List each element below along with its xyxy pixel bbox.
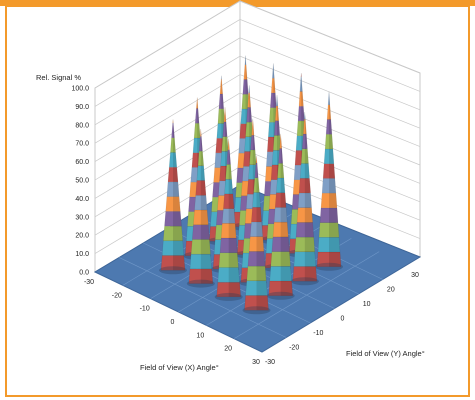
peak-shade xyxy=(200,129,213,284)
y-axis-title: Field of View (Y) Angle° xyxy=(346,349,425,358)
z-axis-title: Rel. Signal % xyxy=(36,73,81,82)
y-tick-label: -20 xyxy=(289,345,299,352)
z-tick-label: 90.0 xyxy=(75,104,89,111)
peak-band xyxy=(279,133,283,149)
peak-band xyxy=(304,111,306,120)
peak-band xyxy=(300,73,302,78)
peak-band xyxy=(172,119,174,124)
peak-band xyxy=(255,155,258,164)
x-tick-label: 20 xyxy=(224,346,232,353)
z-tick-label: 80.0 xyxy=(75,122,89,129)
gridline-z xyxy=(94,19,421,107)
peak-band xyxy=(223,107,227,123)
gridline-z xyxy=(94,55,421,144)
peak-band xyxy=(248,85,250,93)
peak-base xyxy=(159,266,187,275)
x-tick-label: -30 xyxy=(84,279,94,286)
z-tick-label: 60.0 xyxy=(75,159,89,166)
z-tick-label: 0.0 xyxy=(79,270,89,277)
y-tick-label: 30 xyxy=(411,272,419,279)
z-tick-label: 30.0 xyxy=(75,214,89,221)
x-tick-label: -10 xyxy=(140,306,150,313)
y-tick-label: -30 xyxy=(265,359,275,366)
z-tick-label: 50.0 xyxy=(75,178,89,185)
peak xyxy=(214,138,243,301)
gridline-z xyxy=(94,129,421,218)
gridline-z xyxy=(94,0,421,89)
gridline-z xyxy=(94,37,421,126)
x-tick-label: -20 xyxy=(112,292,122,299)
peak xyxy=(186,128,215,288)
z-tick-label: 20.0 xyxy=(75,233,89,240)
y-tick-label: 20 xyxy=(387,287,395,294)
peak-base xyxy=(186,279,215,288)
z-tick-label: 40.0 xyxy=(75,196,89,203)
peak-base xyxy=(214,292,243,301)
peak xyxy=(315,91,343,271)
peak-base xyxy=(315,262,343,271)
peak-band xyxy=(327,91,331,106)
peak xyxy=(242,155,271,315)
peak-base xyxy=(242,306,271,315)
z-tick-label: 70.0 xyxy=(75,141,89,148)
z-tick-label: 100.0 xyxy=(71,86,89,93)
peak-shade xyxy=(256,155,269,311)
peak-shade xyxy=(228,138,241,297)
peak-band xyxy=(220,75,222,80)
y-tick-label: -10 xyxy=(313,330,323,337)
peak-band xyxy=(244,55,247,66)
gridline-z xyxy=(94,92,421,181)
peak-band xyxy=(200,128,202,137)
peak-band xyxy=(227,138,230,150)
axis-ticks: 0.0 10.0 20.0 30.0 40.0 50.0 60.0 70.0 80.0 90.0 1… xyxy=(71,86,419,367)
z-tick-label: 10.0 xyxy=(75,251,89,258)
x-tick-label: 0 xyxy=(171,319,175,326)
peak-shade xyxy=(280,133,293,296)
gridline-z xyxy=(94,74,421,162)
x-tick-label: 30 xyxy=(252,359,260,366)
peak-shade xyxy=(304,112,317,282)
peak xyxy=(159,119,187,275)
peak-shade xyxy=(173,119,185,271)
peak-band xyxy=(196,97,199,109)
chart-peaks xyxy=(159,55,343,315)
peak xyxy=(266,133,295,300)
y-tick-label: 10 xyxy=(363,301,371,308)
peak-band xyxy=(275,94,279,107)
x-tick-label: 10 xyxy=(196,332,204,339)
peak-shade xyxy=(329,91,341,267)
peak-band xyxy=(272,63,275,79)
gridline-z xyxy=(94,111,421,199)
peak xyxy=(290,111,319,286)
y-tick-label: 0 xyxy=(341,316,345,323)
x-axis-title: Field of View (X) Angle° xyxy=(140,363,219,372)
peak-base xyxy=(266,291,295,300)
peak-base xyxy=(290,277,319,286)
